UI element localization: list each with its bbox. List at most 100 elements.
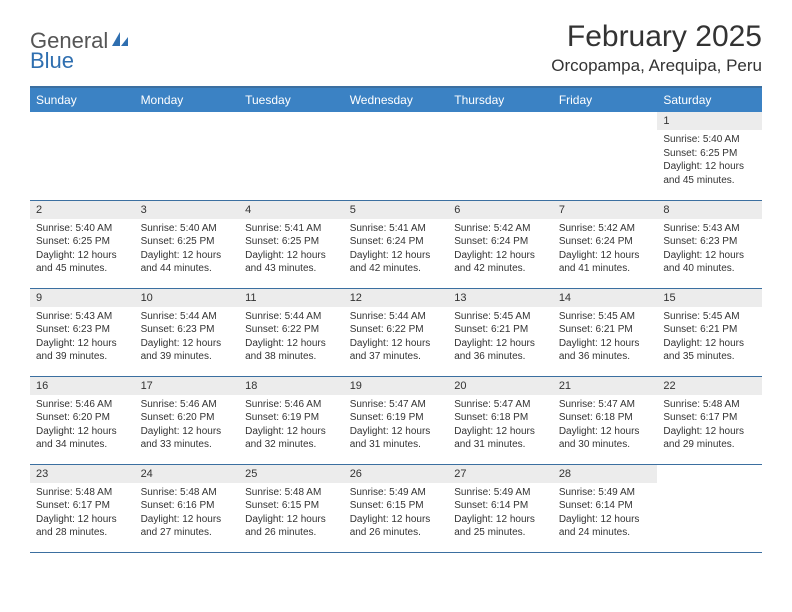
day-number: 12: [344, 289, 449, 307]
day-number: 24: [135, 465, 240, 483]
weekday-row: Sunday Monday Tuesday Wednesday Thursday…: [30, 87, 762, 112]
sunset-text: Sunset: 6:24 PM: [350, 235, 443, 249]
day-number: 14: [553, 289, 658, 307]
sunset-text: Sunset: 6:23 PM: [141, 323, 234, 337]
day-details: Sunrise: 5:47 AMSunset: 6:18 PMDaylight:…: [448, 395, 553, 456]
calendar-day-cell: 21Sunrise: 5:47 AMSunset: 6:18 PMDayligh…: [553, 376, 658, 464]
day-details: Sunrise: 5:45 AMSunset: 6:21 PMDaylight:…: [657, 307, 762, 368]
calendar-day-cell: 8Sunrise: 5:43 AMSunset: 6:23 PMDaylight…: [657, 200, 762, 288]
day-number: 22: [657, 377, 762, 395]
calendar-day-cell: [239, 112, 344, 200]
calendar-day-cell: 5Sunrise: 5:41 AMSunset: 6:24 PMDaylight…: [344, 200, 449, 288]
sunrise-text: Sunrise: 5:48 AM: [36, 486, 129, 500]
day-number: [553, 112, 658, 118]
day-number: 15: [657, 289, 762, 307]
sunset-text: Sunset: 6:18 PM: [559, 411, 652, 425]
day-details: Sunrise: 5:44 AMSunset: 6:22 PMDaylight:…: [344, 307, 449, 368]
sunset-text: Sunset: 6:19 PM: [350, 411, 443, 425]
day-number: [135, 112, 240, 118]
daylight-text: Daylight: 12 hours and 36 minutes.: [559, 337, 652, 364]
daylight-text: Daylight: 12 hours and 33 minutes.: [141, 425, 234, 452]
sunrise-text: Sunrise: 5:49 AM: [454, 486, 547, 500]
sunrise-text: Sunrise: 5:41 AM: [245, 222, 338, 236]
daylight-text: Daylight: 12 hours and 25 minutes.: [454, 513, 547, 540]
day-details: Sunrise: 5:40 AMSunset: 6:25 PMDaylight:…: [657, 130, 762, 191]
daylight-text: Daylight: 12 hours and 39 minutes.: [141, 337, 234, 364]
daylight-text: Daylight: 12 hours and 24 minutes.: [559, 513, 652, 540]
daylight-text: Daylight: 12 hours and 35 minutes.: [663, 337, 756, 364]
daylight-text: Daylight: 12 hours and 29 minutes.: [663, 425, 756, 452]
page-header: General February 2025 Orcopampa, Arequip…: [30, 20, 762, 76]
day-details: Sunrise: 5:43 AMSunset: 6:23 PMDaylight:…: [657, 219, 762, 280]
day-number: 17: [135, 377, 240, 395]
day-details: Sunrise: 5:44 AMSunset: 6:23 PMDaylight:…: [135, 307, 240, 368]
calendar-day-cell: 11Sunrise: 5:44 AMSunset: 6:22 PMDayligh…: [239, 288, 344, 376]
sunset-text: Sunset: 6:16 PM: [141, 499, 234, 513]
calendar-head: Sunday Monday Tuesday Wednesday Thursday…: [30, 87, 762, 112]
sunrise-text: Sunrise: 5:46 AM: [141, 398, 234, 412]
sunset-text: Sunset: 6:19 PM: [245, 411, 338, 425]
daylight-text: Daylight: 12 hours and 31 minutes.: [454, 425, 547, 452]
day-details: Sunrise: 5:41 AMSunset: 6:25 PMDaylight:…: [239, 219, 344, 280]
calendar-week-row: 23Sunrise: 5:48 AMSunset: 6:17 PMDayligh…: [30, 464, 762, 552]
day-number: 8: [657, 201, 762, 219]
weekday-wednesday: Wednesday: [344, 87, 449, 112]
sunrise-text: Sunrise: 5:40 AM: [36, 222, 129, 236]
weekday-monday: Monday: [135, 87, 240, 112]
calendar-day-cell: 13Sunrise: 5:45 AMSunset: 6:21 PMDayligh…: [448, 288, 553, 376]
sunrise-text: Sunrise: 5:49 AM: [559, 486, 652, 500]
calendar-day-cell: 6Sunrise: 5:42 AMSunset: 6:24 PMDaylight…: [448, 200, 553, 288]
sunrise-text: Sunrise: 5:48 AM: [663, 398, 756, 412]
sunrise-text: Sunrise: 5:48 AM: [141, 486, 234, 500]
day-details: Sunrise: 5:42 AMSunset: 6:24 PMDaylight:…: [448, 219, 553, 280]
day-details: Sunrise: 5:46 AMSunset: 6:19 PMDaylight:…: [239, 395, 344, 456]
calendar-week-row: 1Sunrise: 5:40 AMSunset: 6:25 PMDaylight…: [30, 112, 762, 200]
calendar-week-row: 2Sunrise: 5:40 AMSunset: 6:25 PMDaylight…: [30, 200, 762, 288]
day-number: 10: [135, 289, 240, 307]
day-details: Sunrise: 5:42 AMSunset: 6:24 PMDaylight:…: [553, 219, 658, 280]
sunset-text: Sunset: 6:20 PM: [141, 411, 234, 425]
weekday-friday: Friday: [553, 87, 658, 112]
daylight-text: Daylight: 12 hours and 27 minutes.: [141, 513, 234, 540]
sunset-text: Sunset: 6:25 PM: [663, 147, 756, 161]
day-details: Sunrise: 5:49 AMSunset: 6:15 PMDaylight:…: [344, 483, 449, 544]
day-number: 23: [30, 465, 135, 483]
calendar-day-cell: 23Sunrise: 5:48 AMSunset: 6:17 PMDayligh…: [30, 464, 135, 552]
calendar-day-cell: 27Sunrise: 5:49 AMSunset: 6:14 PMDayligh…: [448, 464, 553, 552]
day-number: 18: [239, 377, 344, 395]
daylight-text: Daylight: 12 hours and 45 minutes.: [36, 249, 129, 276]
weekday-thursday: Thursday: [448, 87, 553, 112]
sunset-text: Sunset: 6:24 PM: [559, 235, 652, 249]
daylight-text: Daylight: 12 hours and 44 minutes.: [141, 249, 234, 276]
daylight-text: Daylight: 12 hours and 28 minutes.: [36, 513, 129, 540]
sunset-text: Sunset: 6:25 PM: [141, 235, 234, 249]
day-details: Sunrise: 5:48 AMSunset: 6:17 PMDaylight:…: [30, 483, 135, 544]
day-details: Sunrise: 5:45 AMSunset: 6:21 PMDaylight:…: [448, 307, 553, 368]
calendar-day-cell: [135, 112, 240, 200]
day-number: 27: [448, 465, 553, 483]
day-number: [30, 112, 135, 118]
day-details: Sunrise: 5:48 AMSunset: 6:16 PMDaylight:…: [135, 483, 240, 544]
sunrise-text: Sunrise: 5:45 AM: [454, 310, 547, 324]
calendar-day-cell: 17Sunrise: 5:46 AMSunset: 6:20 PMDayligh…: [135, 376, 240, 464]
day-number: 20: [448, 377, 553, 395]
calendar-day-cell: 15Sunrise: 5:45 AMSunset: 6:21 PMDayligh…: [657, 288, 762, 376]
calendar-day-cell: 28Sunrise: 5:49 AMSunset: 6:14 PMDayligh…: [553, 464, 658, 552]
day-details: Sunrise: 5:46 AMSunset: 6:20 PMDaylight:…: [30, 395, 135, 456]
sunrise-text: Sunrise: 5:45 AM: [559, 310, 652, 324]
sunrise-text: Sunrise: 5:44 AM: [245, 310, 338, 324]
weekday-saturday: Saturday: [657, 87, 762, 112]
daylight-text: Daylight: 12 hours and 26 minutes.: [245, 513, 338, 540]
day-number: 9: [30, 289, 135, 307]
sunrise-text: Sunrise: 5:47 AM: [454, 398, 547, 412]
calendar-page: General February 2025 Orcopampa, Arequip…: [0, 0, 792, 573]
day-details: Sunrise: 5:47 AMSunset: 6:19 PMDaylight:…: [344, 395, 449, 456]
calendar-day-cell: 12Sunrise: 5:44 AMSunset: 6:22 PMDayligh…: [344, 288, 449, 376]
day-details: Sunrise: 5:46 AMSunset: 6:20 PMDaylight:…: [135, 395, 240, 456]
calendar-day-cell: [344, 112, 449, 200]
day-details: Sunrise: 5:49 AMSunset: 6:14 PMDaylight:…: [448, 483, 553, 544]
day-details: Sunrise: 5:43 AMSunset: 6:23 PMDaylight:…: [30, 307, 135, 368]
calendar-day-cell: 9Sunrise: 5:43 AMSunset: 6:23 PMDaylight…: [30, 288, 135, 376]
sunrise-text: Sunrise: 5:43 AM: [663, 222, 756, 236]
sunrise-text: Sunrise: 5:46 AM: [36, 398, 129, 412]
